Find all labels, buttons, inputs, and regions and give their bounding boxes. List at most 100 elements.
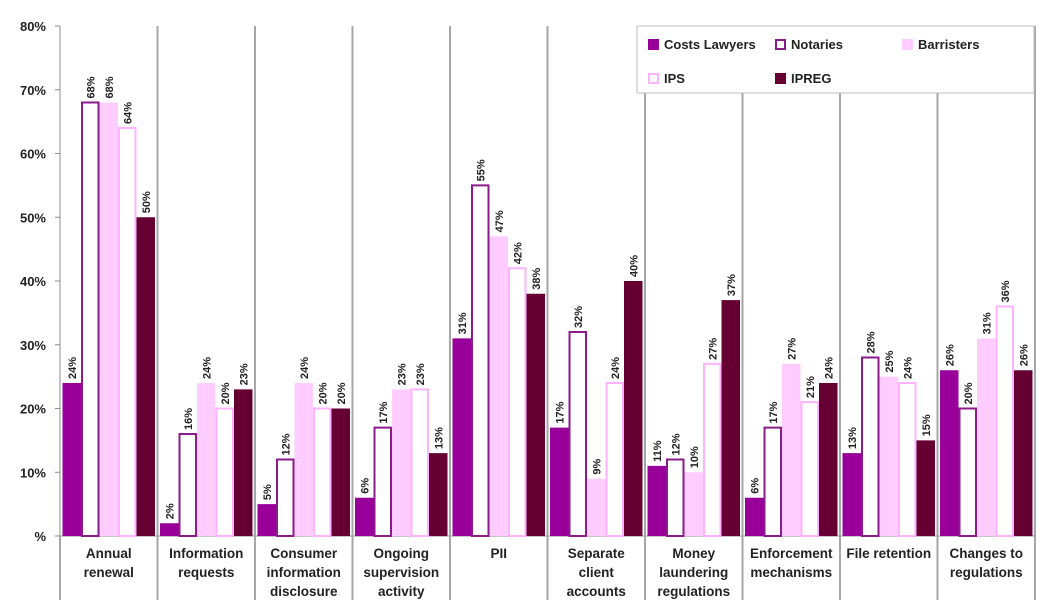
bar — [410, 388, 429, 537]
bar-data-label: 42% — [512, 242, 524, 264]
axis-layer: % 10% 20% 30% 40% 50% 60% 70% 80% — [20, 19, 1036, 600]
bar — [392, 389, 411, 536]
y-tick-label: % — [34, 529, 46, 544]
bar-data-label: 23% — [238, 363, 250, 385]
bar-data-label: 24% — [201, 357, 213, 379]
category-label: client — [579, 565, 615, 580]
legend-box — [636, 25, 1035, 94]
y-tick-label: 30% — [20, 338, 46, 353]
bar-data-label: 24% — [823, 357, 835, 379]
bar-data-label: 20% — [220, 382, 232, 404]
bar — [721, 300, 740, 536]
legend-label: IPS — [664, 71, 685, 86]
bar — [234, 389, 253, 536]
bar — [684, 472, 703, 536]
bar-data-label: 32% — [573, 306, 585, 328]
bar — [647, 465, 666, 536]
bar-data-label: 50% — [141, 191, 153, 213]
category-labels-layer: Annual renewal Information requests Consumer… — [84, 546, 1023, 599]
bar — [995, 305, 1014, 537]
bar-data-label: 68% — [104, 76, 116, 98]
legend-swatch — [902, 39, 913, 50]
bar-data-label: 16% — [183, 408, 195, 430]
bar — [276, 458, 295, 537]
bar — [118, 127, 137, 537]
bar-data-label: 23% — [396, 363, 408, 385]
bar-data-label: 12% — [670, 433, 682, 455]
category-label: regulations — [657, 584, 730, 599]
bar — [703, 362, 722, 537]
bar — [452, 338, 471, 536]
bar — [861, 356, 880, 537]
y-tick-label: 10% — [20, 465, 46, 480]
bar — [1014, 370, 1033, 536]
bar-data-label: 31% — [457, 312, 469, 334]
bar-data-label: 26% — [1018, 344, 1030, 366]
category-label: Information — [169, 546, 243, 561]
category-label: supervision — [363, 565, 439, 580]
bar-data-label: 15% — [921, 414, 933, 436]
data-labels-layer: 24% 68% 68% 64% 50% 2% 16% 24% 20% 23% 5% 12% 24% 20%… — [67, 76, 1031, 519]
y-tick-label: 40% — [20, 274, 46, 289]
bar — [81, 101, 100, 537]
bar — [819, 383, 838, 536]
bar — [99, 102, 118, 536]
bar — [471, 184, 490, 537]
legend: Costs Lawyers Notaries Barristers IPS IPREG — [636, 25, 1035, 94]
bar — [215, 407, 234, 537]
bar-data-label: 2% — [164, 503, 176, 519]
bar-data-label: 27% — [707, 338, 719, 360]
bar-data-label: 26% — [944, 344, 956, 366]
bar-data-label: 13% — [433, 427, 445, 449]
bar — [898, 382, 917, 537]
bar — [666, 458, 685, 537]
bar — [745, 497, 764, 536]
bar-data-label: 24% — [610, 357, 622, 379]
bar-data-label: 11% — [652, 440, 664, 462]
bar — [568, 331, 587, 537]
legend-label: Costs Lawyers — [664, 37, 756, 52]
bar-data-label: 20% — [317, 382, 329, 404]
bar-data-label: 36% — [1000, 280, 1012, 302]
category-label: mechanisms — [750, 565, 832, 580]
bar-data-label: 27% — [786, 338, 798, 360]
bar-data-label: 38% — [531, 268, 543, 290]
bar — [940, 370, 959, 536]
bar — [916, 440, 935, 536]
bar-data-label: 64% — [122, 102, 134, 124]
bar — [977, 338, 996, 536]
bar-data-label: 25% — [884, 350, 896, 372]
category-label: renewal — [84, 565, 134, 580]
bar-data-label: 40% — [628, 255, 640, 277]
bar — [842, 453, 861, 536]
bar-data-label: 21% — [805, 376, 817, 398]
bar-data-label: 20% — [336, 382, 348, 404]
bar-data-label: 31% — [981, 312, 993, 334]
bar — [294, 383, 313, 536]
bar-data-label: 24% — [67, 357, 79, 379]
bar — [429, 453, 448, 536]
legend-label: Notaries — [791, 37, 843, 52]
y-tick-label: 80% — [20, 19, 46, 34]
bar — [197, 383, 216, 536]
bars-layer — [62, 101, 1033, 537]
bar-data-label: 10% — [689, 446, 701, 468]
y-tick-label: 60% — [20, 147, 46, 162]
legend-swatch — [775, 39, 786, 50]
bar — [160, 523, 179, 536]
bar — [879, 376, 898, 536]
bar-data-label: 17% — [768, 401, 780, 423]
y-tick-label: 20% — [20, 402, 46, 417]
bar-data-label: 20% — [963, 382, 975, 404]
bar-data-label: 6% — [359, 478, 371, 494]
bar-data-label: 68% — [85, 76, 97, 98]
category-label: Annual — [86, 546, 132, 561]
bar — [489, 236, 508, 536]
bar — [587, 478, 606, 536]
bar-data-label: 12% — [280, 433, 292, 455]
category-label: activity — [378, 584, 425, 599]
bar — [800, 401, 819, 537]
bar-data-label: 13% — [847, 427, 859, 449]
category-label: Changes to — [949, 546, 1023, 561]
